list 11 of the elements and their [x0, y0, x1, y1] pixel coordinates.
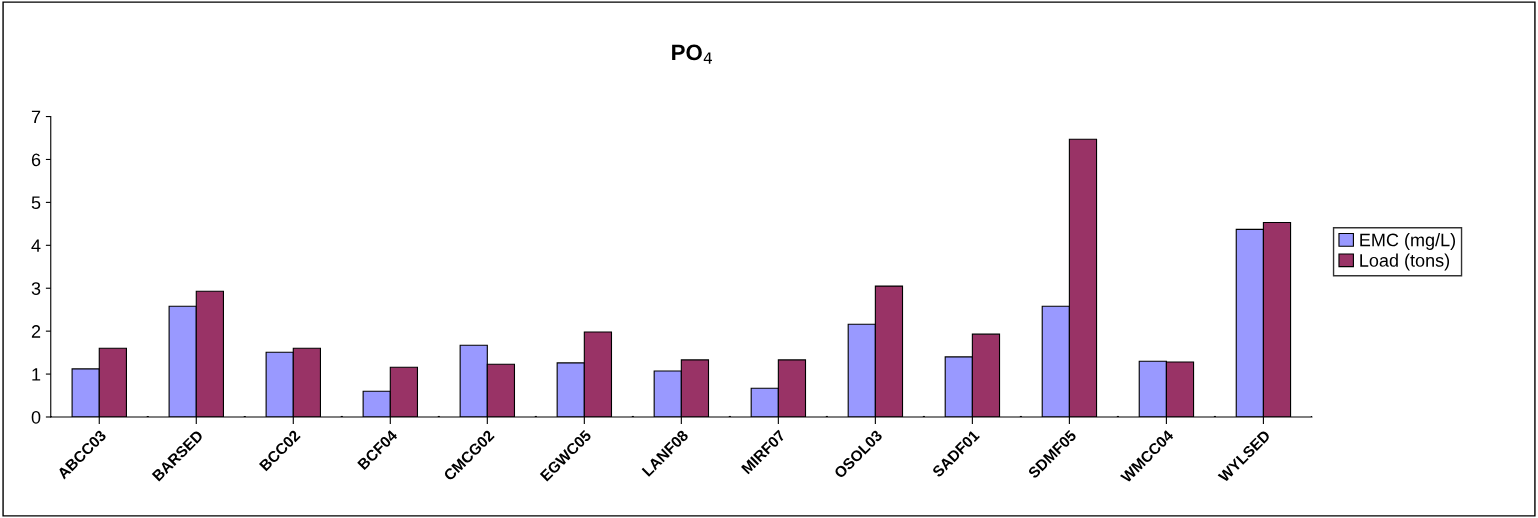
- y-tick-label: 3: [31, 282, 41, 295]
- y-tick-label: 6: [31, 153, 41, 167]
- y-tick-label: 2: [31, 325, 41, 338]
- legend-label: Load (tons): [1360, 253, 1450, 271]
- y-tick-label: 5: [31, 196, 41, 210]
- y-tick-label: 0: [31, 410, 41, 424]
- chart-title: PO$_{4}$: [672, 44, 712, 64]
- y-tick-label: 7: [31, 110, 41, 124]
- y-tick-label: 1: [32, 368, 41, 381]
- y-tick-label: 4: [31, 239, 41, 252]
- legend-label: EMC (mg/L): [1360, 233, 1456, 250]
